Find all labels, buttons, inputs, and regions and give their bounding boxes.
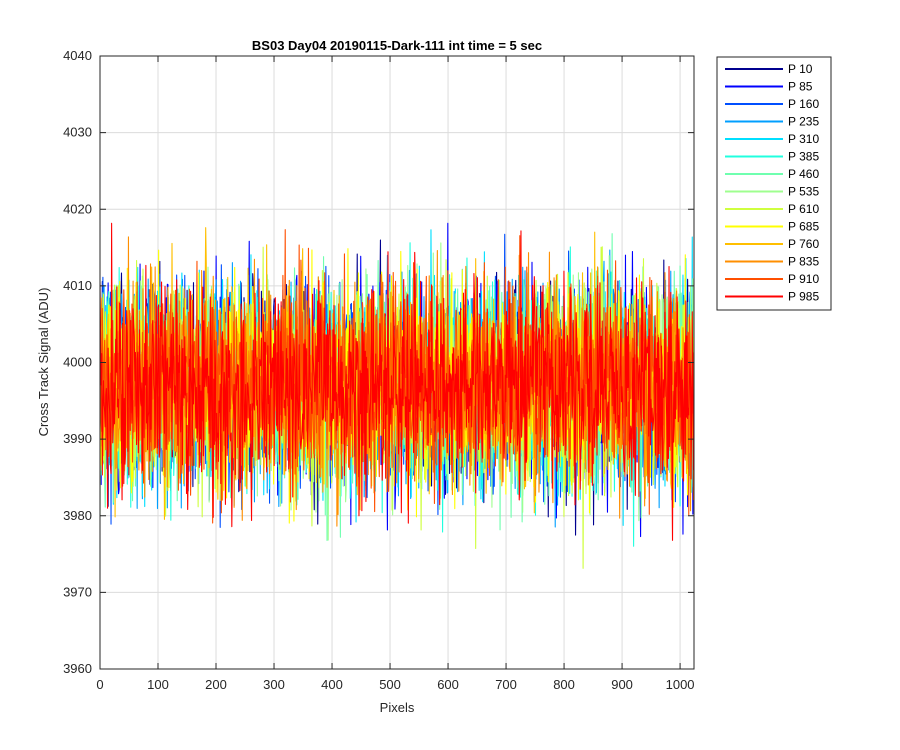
legend-item: P 835: [725, 255, 819, 269]
x-axis-label: Pixels: [380, 700, 415, 715]
legend-item: P 760: [725, 237, 819, 251]
legend-label: P 10: [788, 62, 813, 76]
y-axis-label: Cross Track Signal (ADU): [36, 288, 51, 437]
x-tick-label: 300: [263, 677, 285, 692]
legend-item: P 310: [725, 132, 819, 146]
y-tick-label: 4000: [63, 355, 92, 370]
legend-item: P 610: [725, 202, 819, 216]
y-ticks: 3960 3970 3980 3990 4000 4010 4020 4030 4040: [63, 48, 694, 676]
x-tick-label: 600: [437, 677, 459, 692]
x-tick-label: 800: [553, 677, 575, 692]
y-tick-label: 3960: [63, 661, 92, 676]
y-tick-label: 4020: [63, 201, 92, 216]
legend-label: P 685: [788, 220, 819, 234]
y-tick-label: 3990: [63, 431, 92, 446]
y-tick-label: 4010: [63, 278, 92, 293]
legend-box: [716, 56, 832, 311]
legend-label: P 835: [788, 255, 819, 269]
series-line-p985: [100, 222, 694, 541]
y-tick-label: 3970: [63, 584, 92, 599]
legend-item: P 910: [725, 272, 819, 286]
legend-item: P 235: [725, 115, 819, 129]
chart-title: BS03 Day04 20190115-Dark-111 int time = …: [252, 38, 542, 53]
x-tick-label: 700: [495, 677, 517, 692]
legend-label: P 985: [788, 290, 819, 304]
legend-label: P 610: [788, 202, 819, 216]
legend-label: P 760: [788, 237, 819, 251]
legend-label: P 385: [788, 150, 819, 164]
legend-item: P 535: [725, 185, 819, 199]
legend-item: P 160: [725, 97, 819, 111]
legend-item: P 460: [725, 167, 819, 181]
x-tick-label: 500: [379, 677, 401, 692]
legend-item: P 985: [725, 290, 819, 304]
x-tick-label: 0: [96, 677, 103, 692]
x-tick-label: 200: [205, 677, 227, 692]
legend-item: P 385: [725, 150, 819, 164]
y-tick-label: 4030: [63, 125, 92, 140]
x-tick-label: 400: [321, 677, 343, 692]
legend-label: P 910: [788, 272, 819, 286]
x-ticks: 0 100 200 300 400 500 600 700 800 900 1000: [96, 56, 695, 692]
legend-label: P 310: [788, 132, 819, 146]
legend-label: P 460: [788, 167, 819, 181]
legend-label: P 160: [788, 97, 819, 111]
legend-label: P 85: [788, 80, 813, 94]
legend-label: P 535: [788, 185, 819, 199]
legend-item: P 685: [725, 220, 819, 234]
y-tick-label: 4040: [63, 48, 92, 63]
legend-item: P 10: [725, 62, 813, 76]
x-tick-label: 100: [147, 677, 169, 692]
y-tick-label: 3980: [63, 508, 92, 523]
legend-item: P 85: [725, 80, 813, 94]
x-tick-label: 1000: [666, 677, 695, 692]
legend-label: P 235: [788, 115, 819, 129]
x-tick-label: 900: [611, 677, 633, 692]
series-lines: [100, 222, 694, 569]
legend: P 10 P 85 P 160 P 235 P 310 P 385 P 460 P 535 P …: [716, 56, 832, 311]
